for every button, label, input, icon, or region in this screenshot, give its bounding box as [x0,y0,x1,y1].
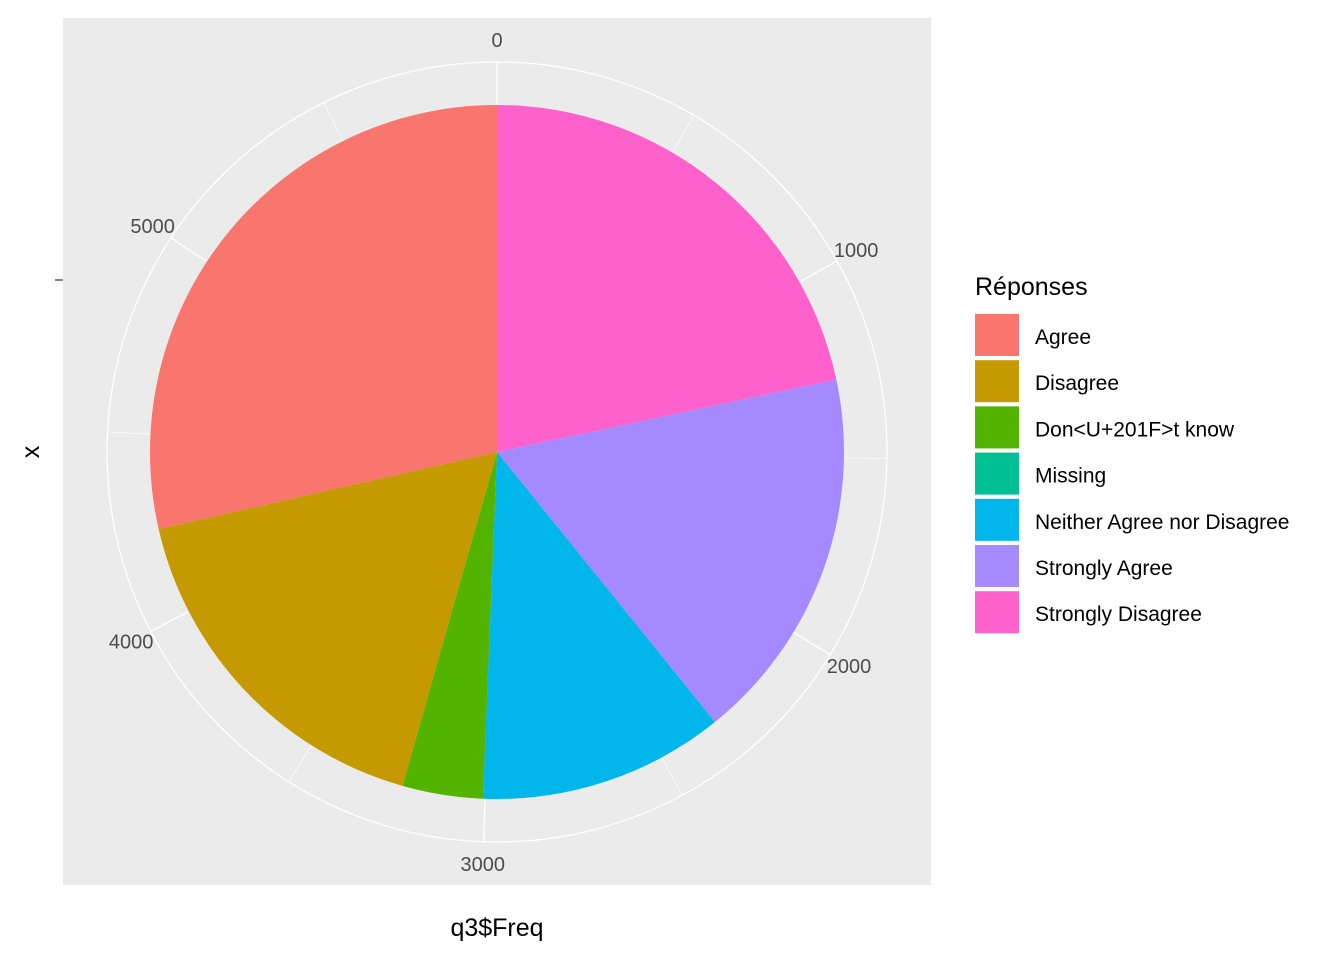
legend-key [975,406,1019,449]
legend-label: Strongly Agree [1035,557,1173,580]
pie-slices [149,104,845,799]
legend-item: Don<U+201F>t know [975,406,1235,449]
legend-key [975,452,1019,495]
legend-item: Strongly Agree [975,545,1173,587]
slice-strongly-agree [497,379,845,723]
x-axis-title: q3$Freq [450,914,543,942]
legend-item: Neither Agree nor Disagree [975,498,1289,541]
legend-item: Missing [975,452,1106,495]
slice-don-u-201f-t-know [402,452,497,799]
legend-key [975,545,1019,587]
legend-title: Réponses [975,273,1088,301]
legend-key [975,591,1019,634]
legend: Réponses Agree Disagree Don<U+201F>t know M… [975,273,1289,634]
legend-label: Agree [1035,326,1091,349]
slice-neither-agree-nor-disagree [482,452,715,799]
legend-label: Neither Agree nor Disagree [1035,511,1289,534]
legend-label: Strongly Disagree [1035,603,1202,626]
legend-item: Strongly Disagree [975,591,1202,634]
slice-disagree [158,452,497,786]
slice-agree [149,105,497,529]
slice-strongly-disagree [497,104,837,452]
legend-key [975,498,1019,541]
legend-label: Don<U+201F>t know [1035,418,1235,441]
y-axis-title: x [17,445,45,458]
legend-item: Agree [975,314,1091,356]
theta-tick-label: 1000 [834,240,879,262]
theta-tick-labels: 0 1000 2000 3000 4000 5000 [109,30,879,876]
legend-key [975,314,1019,356]
theta-tick-label: 2000 [827,656,872,678]
legend-key [975,360,1019,403]
theta-tick-label: 0 [491,30,502,52]
legend-label: Missing [1035,465,1106,488]
legend-item: Disagree [975,360,1119,403]
legend-label: Disagree [1035,372,1119,395]
theta-tick-label: 5000 [130,216,175,238]
theta-tick-label: 3000 [461,854,506,876]
theta-tick-label: 4000 [109,631,154,653]
